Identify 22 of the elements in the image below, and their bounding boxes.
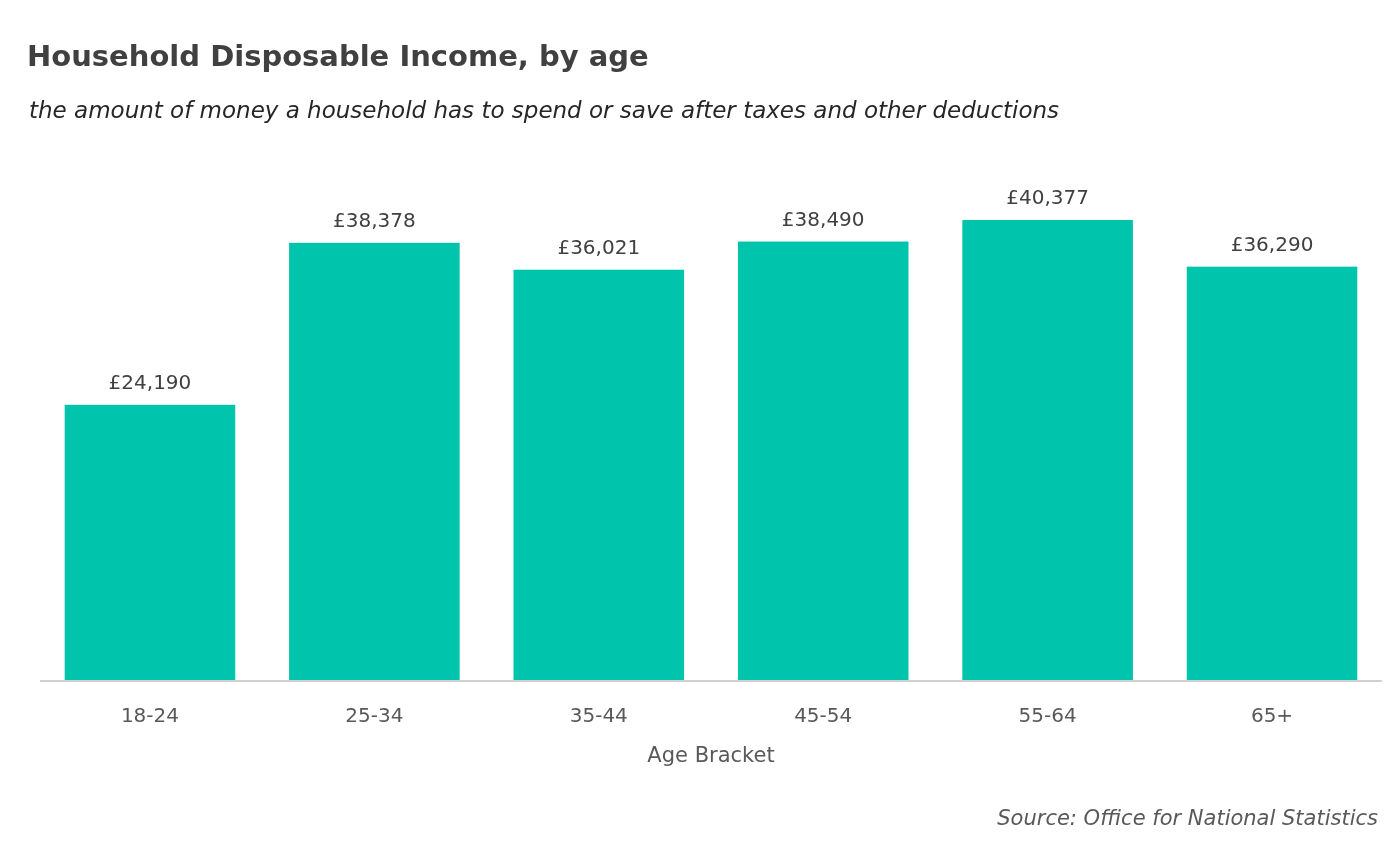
data-label: £38,490 bbox=[781, 206, 865, 231]
source-note: Source: Office for National Statistics bbox=[997, 806, 1379, 830]
bar bbox=[737, 241, 909, 681]
x-tick-label: 25-34 bbox=[345, 703, 404, 727]
x-tick-label: 45-54 bbox=[794, 703, 853, 727]
chart-title: Household Disposable Income, by age bbox=[27, 39, 649, 73]
bar bbox=[289, 242, 460, 681]
bar bbox=[64, 404, 236, 681]
x-tick-label: 18-24 bbox=[120, 703, 180, 727]
data-label: £38,378 bbox=[333, 207, 416, 232]
data-label: £24,190 bbox=[108, 369, 192, 394]
bar bbox=[513, 269, 685, 681]
data-label: £36,290 bbox=[1230, 231, 1314, 256]
bar bbox=[962, 220, 1133, 681]
chart-subtitle: the amount of money a household has to spend or save after taxes and other deductions bbox=[29, 97, 1060, 123]
x-tick-label: 55-64 bbox=[1018, 703, 1077, 727]
x-tick-label: 65+ bbox=[1250, 703, 1294, 727]
x-axis-title: Age Bracket bbox=[647, 743, 775, 767]
x-tick-label: 35-44 bbox=[569, 703, 628, 727]
data-label: £36,021 bbox=[557, 234, 641, 259]
bar bbox=[1186, 266, 1358, 681]
data-label: £40,377 bbox=[1006, 185, 1089, 209]
